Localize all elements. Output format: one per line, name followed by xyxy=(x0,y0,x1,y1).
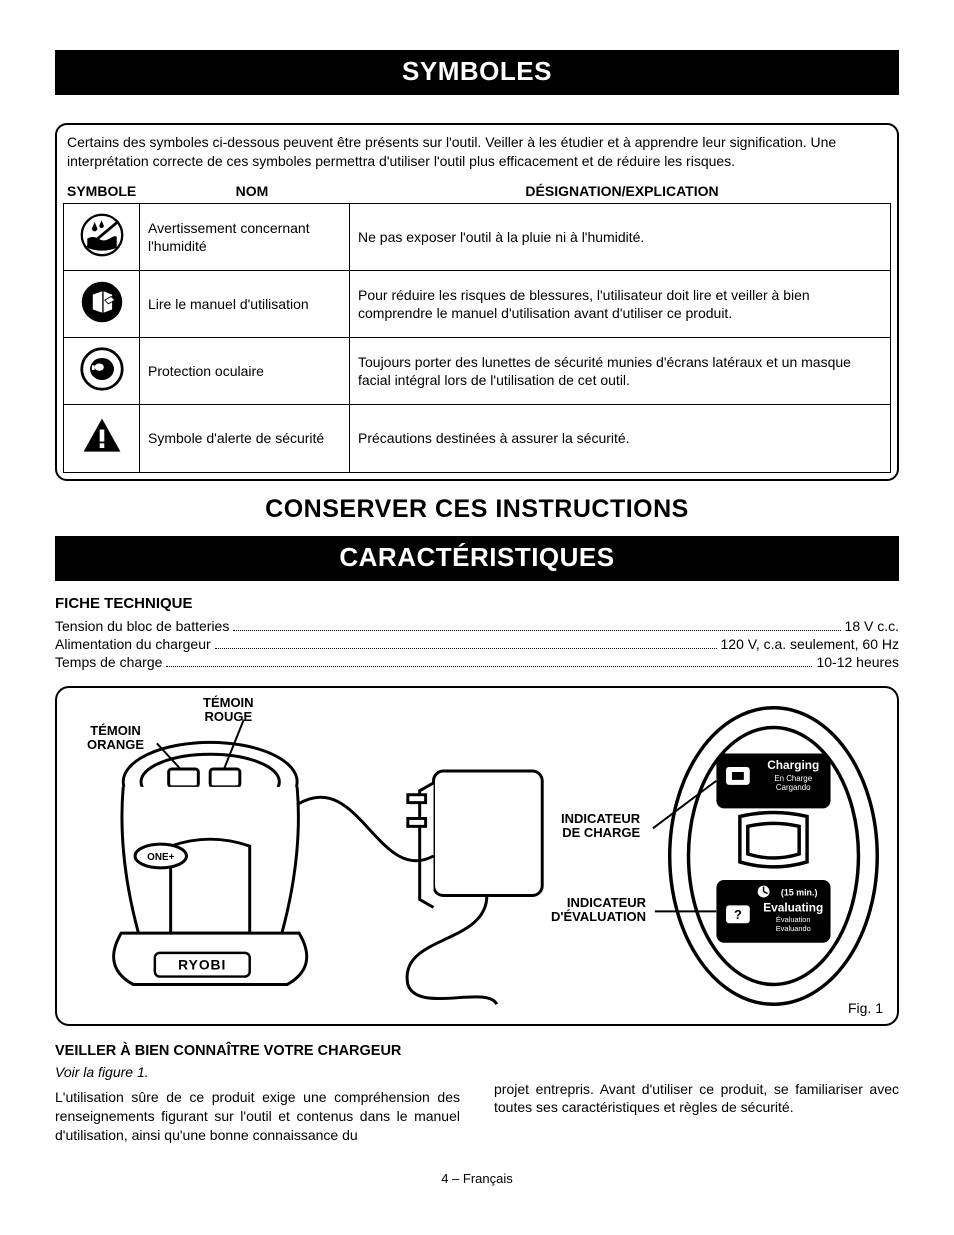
heading-fiche-technique: FICHE TECHNIQUE xyxy=(55,595,899,612)
bottom-p2: projet entrepris. Avant d'utiliser ce pr… xyxy=(494,1080,899,1118)
svg-text:?: ? xyxy=(734,907,742,922)
one-plus-label: ONE+ xyxy=(147,851,174,862)
spec-label: Tension du bloc de batteries xyxy=(55,618,229,634)
spec-value: 18 V c.c. xyxy=(845,618,899,634)
nom-cell: Lire le manuel d'utilisation xyxy=(140,270,350,337)
intro-text: Certains des symboles ci-dessous peuvent… xyxy=(57,125,897,179)
heading-symboles: SYMBOLES xyxy=(55,50,899,95)
manual-icon xyxy=(64,270,140,337)
nom-cell: Protection oculaire xyxy=(140,338,350,405)
symbols-box: Certains des symboles ci-dessous peuvent… xyxy=(55,123,899,481)
spec-row: Tension du bloc de batteries 18 V c.c. xyxy=(55,618,899,634)
desc-cell: Pour réduire les risques de blessures, l… xyxy=(350,270,891,337)
figure-caption: Fig. 1 xyxy=(848,1000,883,1016)
spec-dots xyxy=(166,654,812,667)
bottom-p1: L'utilisation sûre de ce produit exige u… xyxy=(55,1088,460,1145)
brand-label: RYOBI xyxy=(178,956,226,972)
table-row: Symbole d'alerte de sécurité Précautions… xyxy=(64,405,891,472)
bottom-heading: VEILLER À BIEN CONNAÎTRE VOTRE CHARGEUR xyxy=(55,1042,460,1062)
spec-value: 120 V, c.a. seulement, 60 Hz xyxy=(721,636,899,652)
bottom-columns: VEILLER À BIEN CONNAÎTRE VOTRE CHARGEUR … xyxy=(55,1042,899,1145)
wet-icon xyxy=(64,203,140,270)
spec-dots xyxy=(233,618,840,631)
evaluating-label: Evaluating xyxy=(763,900,823,914)
nom-cell: Avertissement concernant l'humidité xyxy=(140,203,350,270)
eval-sub1: Évaluation xyxy=(776,915,811,924)
col-head-nom: NOM xyxy=(147,183,357,199)
table-row: Lire le manuel d'utilisation Pour réduir… xyxy=(64,270,891,337)
label-temoin-orange: TÉMOINORANGE xyxy=(87,724,144,753)
figure-1: ONE+ RYOBI xyxy=(55,686,899,1026)
col-head-desc: DÉSIGNATION/EXPLICATION xyxy=(357,183,887,199)
eval-sub2: Evaluando xyxy=(776,924,811,933)
charging-sub2: Cargando xyxy=(776,782,811,791)
table-row: Avertissement concernant l'humidité Ne p… xyxy=(64,203,891,270)
bottom-italic: Voir la figure 1. xyxy=(55,1063,460,1082)
desc-cell: Toujours porter des lunettes de sécurité… xyxy=(350,338,891,405)
page-footer: 4 – Français xyxy=(55,1171,899,1186)
table-row: Protection oculaire Toujours porter des … xyxy=(64,338,891,405)
figure-svg: ONE+ RYOBI xyxy=(57,688,897,1024)
heading-caracteristiques: CARACTÉRISTIQUES xyxy=(55,536,899,581)
label-indicateur-eval: INDICATEURD'ÉVALUATION xyxy=(551,896,646,925)
spec-label: Alimentation du chargeur xyxy=(55,636,211,652)
desc-cell: Ne pas exposer l'outil à la pluie ni à l… xyxy=(350,203,891,270)
spec-value: 10-12 heures xyxy=(816,654,899,670)
symbols-table: Avertissement concernant l'humidité Ne p… xyxy=(63,203,891,473)
desc-cell: Précautions destinées à assurer la sécur… xyxy=(350,405,891,472)
spec-label: Temps de charge xyxy=(55,654,162,670)
eval-time: (15 min.) xyxy=(781,887,818,897)
heading-conserver: CONSERVER CES INSTRUCTIONS xyxy=(55,495,899,524)
bottom-col-left: VEILLER À BIEN CONNAÎTRE VOTRE CHARGEUR … xyxy=(55,1042,460,1145)
spec-dots xyxy=(215,636,717,649)
nom-cell: Symbole d'alerte de sécurité xyxy=(140,405,350,472)
label-temoin-rouge: TÉMOINROUGE xyxy=(203,696,254,725)
symbols-table-header: SYMBOLE NOM DÉSIGNATION/EXPLICATION xyxy=(57,179,897,203)
spec-row: Alimentation du chargeur 120 V, c.a. seu… xyxy=(55,636,899,652)
charging-label: Charging xyxy=(767,758,819,772)
label-indicateur-charge: INDICATEURDE CHARGE xyxy=(561,812,640,841)
spec-row: Temps de charge 10-12 heures xyxy=(55,654,899,670)
col-head-symbole: SYMBOLE xyxy=(67,183,147,199)
alert-icon xyxy=(64,405,140,472)
eye-icon xyxy=(64,338,140,405)
charging-sub1: En Charge xyxy=(774,773,812,782)
bottom-col-right: projet entrepris. Avant d'utiliser ce pr… xyxy=(494,1042,899,1145)
